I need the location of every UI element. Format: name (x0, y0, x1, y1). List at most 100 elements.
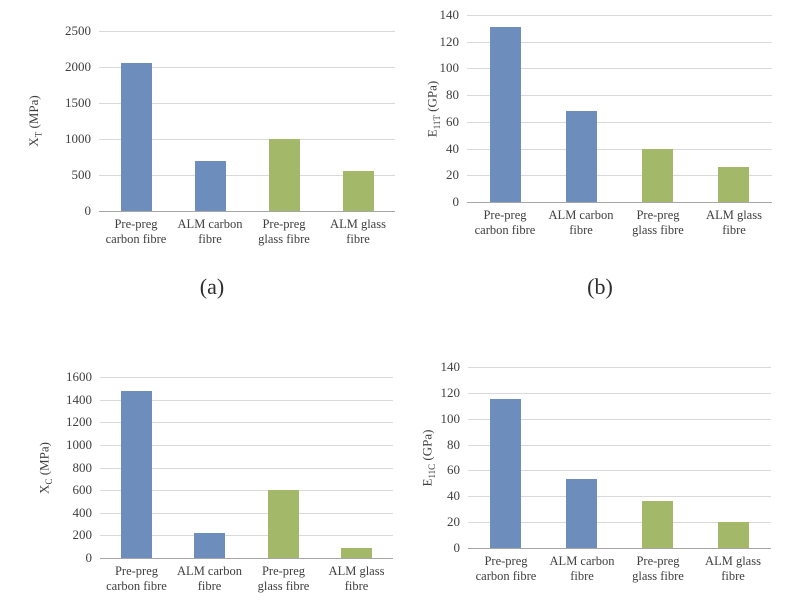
y-tick-label: 1000 (65, 131, 91, 146)
y-tick-label: 500 (71, 167, 92, 182)
y-tick-label: 20 (447, 514, 460, 529)
gridline (99, 139, 395, 140)
x-category-label: Pre-preg glass fibre (632, 208, 684, 237)
y-axis-title: E11C (GPa) (419, 429, 438, 487)
x-axis-line (467, 202, 772, 203)
gridline (468, 445, 771, 446)
y-tick-label: 40 (447, 488, 460, 503)
x-category-label: ALM carbon fibre (177, 564, 242, 593)
gridline (467, 95, 772, 96)
y-tick-label: 0 (85, 550, 93, 565)
y-tick-label: 200 (72, 527, 93, 542)
gridline (100, 490, 393, 491)
gridline (467, 175, 772, 176)
bar-alm-glass-fibre (718, 522, 749, 548)
y-tick-label: 80 (447, 437, 460, 452)
y-tick-label: 1400 (66, 392, 92, 407)
y-tick-label: 120 (439, 34, 460, 49)
bar-pre-preg-carbon-fibre (121, 391, 152, 558)
gridline (468, 496, 771, 497)
bar-pre-preg-glass-fibre (269, 139, 300, 211)
y-tick-label: 80 (446, 87, 459, 102)
gridline (100, 445, 393, 446)
x-category-label: Pre-preg carbon fibre (106, 564, 167, 593)
y-tick-label: 0 (452, 194, 460, 209)
chart-xt-mpa: 0 500 1000 1500 2000 2500 XT (MPa) Pre-preg carb… (0, 0, 401, 310)
bar-alm-glass-fibre (341, 548, 372, 558)
y-tick-label: 60 (447, 462, 460, 477)
x-category-label: ALM carbon fibre (549, 554, 615, 583)
bar-alm-carbon-fibre (195, 161, 226, 211)
gridline (100, 535, 393, 536)
gridline (100, 400, 393, 401)
gridline (100, 468, 393, 469)
y-tick-label: 0 (84, 203, 92, 218)
bar-alm-carbon-fibre (566, 479, 597, 548)
y-tick-label: 2000 (65, 59, 91, 74)
y-tick-label: 1200 (66, 414, 92, 429)
y-axis-title: E11T (GPa) (424, 80, 443, 138)
gridline (468, 522, 771, 523)
chart-e11c-gpa: 0 20 40 60 80 100 120 140 E11C (GPa) Pre-preg carb… (401, 310, 802, 611)
y-tick-label: 100 (440, 411, 461, 426)
gridline (468, 419, 771, 420)
gridline (468, 367, 771, 368)
gridline (467, 149, 772, 150)
x-category-label: ALM glass fibre (706, 208, 762, 237)
y-axis-title: XC (MPa) (36, 442, 55, 494)
x-category-label: ALM carbon fibre (548, 208, 614, 237)
x-category-label: Pre-preg glass fibre (257, 564, 310, 593)
x-category-label: Pre-preg carbon fibre (475, 554, 537, 583)
y-tick-label: 40 (446, 141, 459, 156)
bar-pre-preg-glass-fibre (642, 149, 673, 202)
y-tick-label: 0 (453, 540, 461, 555)
y-tick-label: 1600 (66, 369, 92, 384)
y-tick-label: 100 (439, 60, 460, 75)
gridline (99, 175, 395, 176)
y-tick-label: 800 (72, 460, 93, 475)
x-category-label: ALM glass fibre (328, 564, 385, 593)
x-axis-line (100, 558, 393, 559)
gridline (99, 31, 395, 32)
subfigure-caption-b: (b) (587, 274, 613, 299)
x-category-label: Pre-preg carbon fibre (474, 208, 536, 237)
gridline (468, 393, 771, 394)
x-category-label: ALM glass fibre (330, 217, 386, 246)
bar-pre-preg-carbon-fibre (121, 63, 152, 211)
gridline (99, 67, 395, 68)
x-axis-line (468, 548, 771, 549)
x-category-label: Pre-preg glass fibre (258, 217, 310, 246)
bar-alm-carbon-fibre (194, 533, 225, 558)
x-category-label: Pre-preg glass fibre (632, 554, 684, 583)
x-axis-line (99, 211, 395, 212)
chart-xc-mpa: 0 200 400 600 800 1000 1200 1400 1600 XC (MPa) Pre… (0, 310, 401, 611)
gridline (100, 513, 393, 514)
x-category-label: Pre-preg carbon fibre (105, 217, 167, 246)
y-tick-label: 2500 (65, 23, 91, 38)
gridline (100, 377, 393, 378)
y-tick-label: 140 (439, 7, 460, 22)
bar-pre-preg-carbon-fibre (490, 27, 521, 202)
subfigure-caption-a: (a) (199, 274, 225, 299)
gridline (468, 470, 771, 471)
bar-alm-glass-fibre (343, 171, 374, 211)
gridline (99, 103, 395, 104)
y-tick-label: 120 (440, 385, 461, 400)
bar-pre-preg-glass-fibre (642, 501, 673, 548)
y-tick-label: 400 (72, 505, 93, 520)
bar-alm-carbon-fibre (566, 111, 597, 202)
x-category-label: ALM carbon fibre (177, 217, 243, 246)
gridline (467, 122, 772, 123)
bar-pre-preg-glass-fibre (268, 490, 299, 558)
gridline (467, 15, 772, 16)
y-tick-label: 600 (72, 482, 93, 497)
y-tick-label: 20 (446, 167, 459, 182)
chart-e11t-gpa: 0 20 40 60 80 100 120 140 E11T (GPa) Pre-preg carb… (401, 0, 802, 310)
x-category-label: ALM glass fibre (705, 554, 761, 583)
bar-alm-glass-fibre (718, 167, 749, 202)
bar-pre-preg-carbon-fibre (490, 399, 521, 548)
gridline (100, 422, 393, 423)
gridline (467, 68, 772, 69)
y-tick-label: 60 (446, 114, 459, 129)
